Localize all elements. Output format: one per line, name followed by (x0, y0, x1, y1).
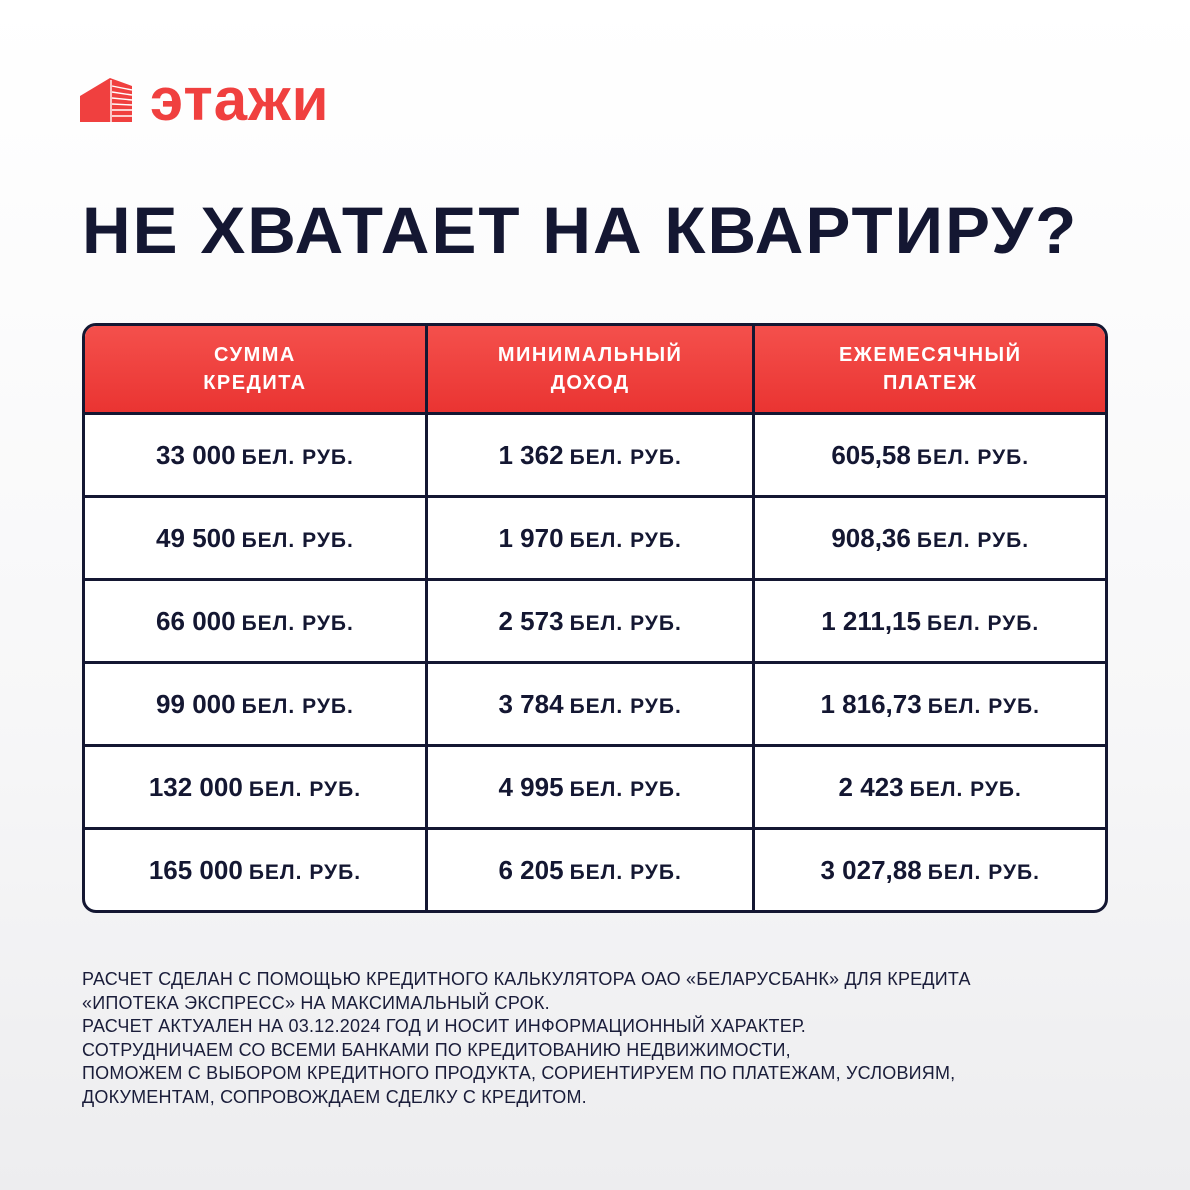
header-loan-amount: СУММА КРЕДИТА (85, 326, 428, 415)
table-row: 49 500 БЕЛ. РУБ. 1 970 БЕЛ. РУБ. 908,36 БЕЛ. … (85, 498, 1105, 581)
cell-unit: БЕЛ. РУБ. (569, 445, 682, 469)
cell-value: 33 000 (156, 439, 236, 470)
cell-value: 1 816,73 (820, 688, 922, 719)
cell-unit: БЕЛ. РУБ. (927, 694, 1040, 718)
footer-line: РАСЧЕТ АКТУАЛЕН НА 03.12.2024 ГОД И НОСИ… (82, 1016, 806, 1036)
cell-value: 3 784 (498, 688, 564, 719)
cell-value: 66 000 (156, 605, 236, 636)
cell-unit: БЕЛ. РУБ. (569, 694, 682, 718)
cell-unit: БЕЛ. РУБ. (569, 528, 682, 552)
table-row: 165 000 БЕЛ. РУБ. 6 205 БЕЛ. РУБ. 3 027,88 БЕ… (85, 830, 1105, 910)
cell-value: 132 000 (148, 771, 243, 802)
cell-value: 3 027,88 (820, 854, 922, 885)
cell-monthly-payment: 1 816,73 БЕЛ. РУБ. (755, 664, 1105, 747)
cell-monthly-payment: 1 211,15 БЕЛ. РУБ. (755, 581, 1105, 664)
cell-unit: БЕЛ. РУБ. (248, 777, 362, 801)
cell-unit: БЕЛ. РУБ. (241, 611, 354, 635)
cell-value: 1 362 (498, 439, 564, 470)
table-header-row: СУММА КРЕДИТА МИНИМАЛЬНЫЙ ДОХОД ЕЖЕМЕСЯЧНЫ… (85, 326, 1105, 415)
cell-value: 4 995 (498, 771, 564, 802)
table-row: 66 000 БЕЛ. РУБ. 2 573 БЕЛ. РУБ. 1 211,15 БЕЛ… (85, 581, 1105, 664)
cell-loan-amount: 165 000 БЕЛ. РУБ. (85, 830, 428, 910)
cell-value: 49 500 (156, 522, 236, 553)
cell-unit: БЕЛ. РУБ. (916, 528, 1030, 552)
brand-logo: этажи (80, 66, 330, 133)
cell-unit: БЕЛ. РУБ. (569, 611, 682, 635)
cell-loan-amount: 132 000 БЕЛ. РУБ. (85, 747, 428, 830)
cell-min-income: 1 970 БЕЛ. РУБ. (427, 498, 756, 581)
cell-value: 605,58 (831, 439, 911, 470)
cell-unit: БЕЛ. РУБ. (909, 777, 1022, 801)
cell-value: 1 211,15 (821, 605, 921, 636)
cell-loan-amount: 49 500 БЕЛ. РУБ. (85, 498, 428, 581)
cell-value: 99 000 (156, 688, 236, 719)
cell-monthly-payment: 605,58 БЕЛ. РУБ. (755, 415, 1105, 498)
cell-loan-amount: 33 000 БЕЛ. РУБ. (85, 415, 428, 498)
page-title: НЕ ХВАТАЕТ НА КВАРТИРУ? (82, 193, 1079, 267)
cell-unit: БЕЛ. РУБ. (916, 445, 1030, 469)
cell-value: 1 970 (498, 522, 564, 553)
cell-unit: БЕЛ. РУБ. (241, 694, 354, 718)
cell-unit: БЕЛ. РУБ. (926, 611, 1040, 635)
cell-value: 2 573 (498, 605, 564, 636)
cell-min-income: 1 362 БЕЛ. РУБ. (427, 415, 756, 498)
cell-unit: БЕЛ. РУБ. (248, 860, 362, 884)
cell-min-income: 4 995 БЕЛ. РУБ. (427, 747, 756, 830)
cell-min-income: 6 205 БЕЛ. РУБ. (428, 830, 756, 910)
cell-value: 2 423 (838, 771, 904, 802)
cell-monthly-payment: 2 423 БЕЛ. РУБ. (755, 747, 1105, 830)
cell-unit: БЕЛ. РУБ. (569, 777, 682, 801)
header-monthly-payment: ЕЖЕМЕСЯЧНЫЙ ПЛАТЕЖ (755, 326, 1105, 415)
cell-value: 6 205 (498, 854, 564, 885)
cell-value: 165 000 (148, 854, 243, 885)
footer-line: ДОКУМЕНТАМ, СОПРОВОЖДАЕМ СДЕЛКУ С КРЕДИТ… (82, 1086, 587, 1107)
header-min-income: МИНИМАЛЬНЫЙ ДОХОД (427, 326, 756, 415)
cell-unit: БЕЛ. РУБ. (569, 860, 682, 884)
brand-name: этажи (150, 66, 330, 133)
cell-monthly-payment: 3 027,88 БЕЛ. РУБ. (755, 830, 1105, 910)
cell-min-income: 2 573 БЕЛ. РУБ. (427, 581, 756, 664)
credit-table: СУММА КРЕДИТА МИНИМАЛЬНЫЙ ДОХОД ЕЖЕМЕСЯЧНЫ… (82, 323, 1108, 913)
cell-min-income: 3 784 БЕЛ. РУБ. (427, 664, 756, 747)
footer-line: СОТРУДНИЧАЕМ СО ВСЕМИ БАНКАМИ ПО КРЕДИТО… (82, 1039, 791, 1060)
table-row: 99 000 БЕЛ. РУБ. 3 784 БЕЛ. РУБ. 1 816,73 БЕЛ… (85, 664, 1105, 747)
table-row: 33 000 БЕЛ. РУБ. 1 362 БЕЛ. РУБ. 605,58 БЕЛ. … (85, 415, 1105, 498)
table-row: 132 000 БЕЛ. РУБ. 4 995 БЕЛ. РУБ. 2 423 БЕЛ. … (85, 747, 1105, 830)
cell-unit: БЕЛ. РУБ. (241, 445, 354, 469)
cell-unit: БЕЛ. РУБ. (241, 528, 354, 552)
cell-value: 908,36 (831, 522, 911, 553)
cell-unit: БЕЛ. РУБ. (927, 860, 1040, 884)
cell-loan-amount: 99 000 БЕЛ. РУБ. (85, 664, 428, 747)
cell-loan-amount: 66 000 БЕЛ. РУБ. (85, 581, 428, 664)
footer-line: «ИПОТЕКА ЭКСПРЕСС» НА МАКСИМАЛЬНЫЙ СРОК. (82, 992, 550, 1013)
footer-line: РАСЧЕТ СДЕЛАН С ПОМОЩЬЮ КРЕДИТНОГО КАЛЬК… (82, 969, 971, 989)
footer-line: ПОМОЖЕМ С ВЫБОРОМ КРЕДИТНОГО ПРОДУКТА, С… (82, 1063, 956, 1083)
footer-note: РАСЧЕТ СДЕЛАН С ПОМОЩЬЮ КРЕДИТНОГО КАЛЬК… (82, 968, 971, 1109)
cell-monthly-payment: 908,36 БЕЛ. РУБ. (755, 498, 1105, 581)
building-icon (80, 78, 132, 122)
